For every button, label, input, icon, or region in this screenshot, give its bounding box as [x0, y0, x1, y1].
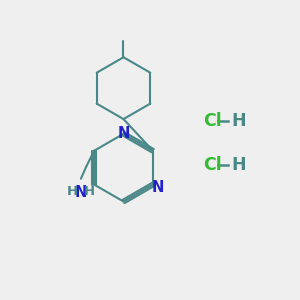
Text: H: H [231, 112, 246, 130]
Text: Cl: Cl [203, 156, 222, 174]
Text: N: N [75, 185, 87, 200]
Text: Cl: Cl [203, 112, 222, 130]
Text: H: H [84, 185, 95, 198]
Text: H: H [231, 156, 246, 174]
Text: N: N [151, 180, 164, 195]
Text: H: H [67, 185, 78, 198]
Text: N: N [117, 126, 130, 141]
